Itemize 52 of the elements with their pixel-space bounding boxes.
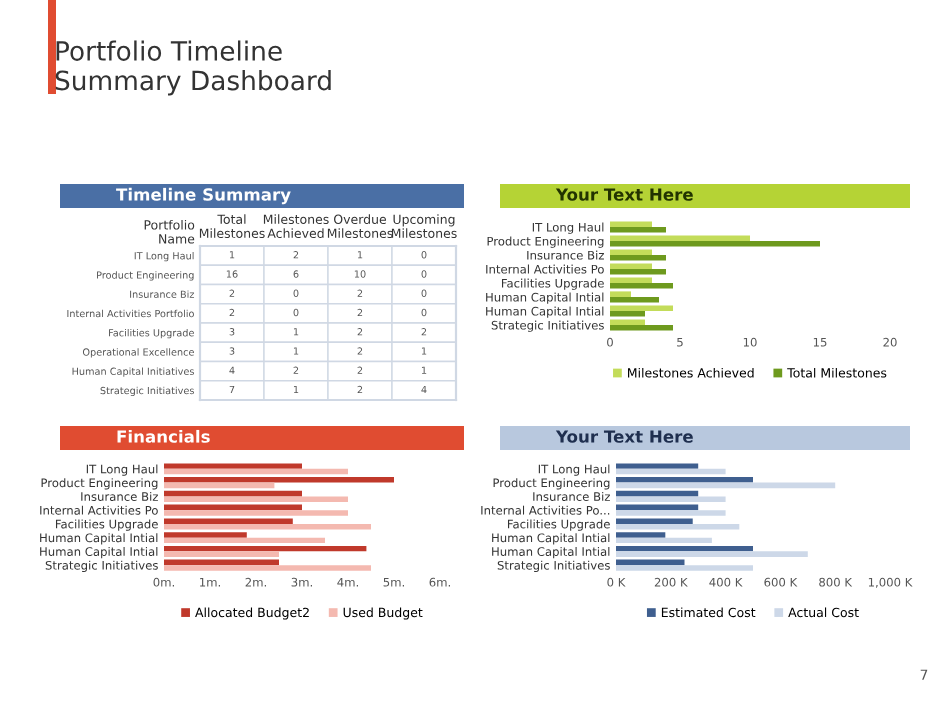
bar [610, 319, 645, 325]
bar [616, 496, 726, 502]
bar [164, 523, 371, 530]
bar [164, 559, 279, 566]
chart-title: Financials [117, 429, 210, 443]
bar [616, 551, 808, 557]
bar [164, 463, 302, 469]
bar [616, 482, 836, 489]
bar [616, 537, 712, 544]
bar [164, 482, 275, 489]
bar [616, 504, 699, 511]
bar [610, 221, 652, 227]
bar [616, 510, 726, 516]
bar [164, 565, 371, 571]
bar [616, 545, 753, 552]
bar [610, 291, 631, 297]
bar [610, 305, 673, 311]
bar [610, 263, 652, 269]
chart-title: Your Text Here [555, 430, 693, 443]
bar [164, 545, 367, 552]
bar [610, 269, 666, 275]
bar [616, 490, 699, 497]
chart-title: Timeline Summary [116, 187, 291, 205]
bar [616, 518, 693, 524]
bar [610, 241, 820, 247]
bar [616, 523, 740, 530]
bar [610, 249, 652, 255]
bar [610, 277, 652, 283]
bar [164, 468, 348, 475]
bar [610, 297, 659, 303]
bar [610, 255, 666, 261]
bar [164, 510, 348, 516]
bar [610, 311, 645, 317]
bar [164, 477, 394, 483]
bar [616, 565, 753, 571]
bar [164, 518, 293, 524]
bar [164, 504, 302, 511]
bar [164, 551, 279, 557]
chart-title: Your Text Here [555, 188, 693, 201]
bar [616, 463, 699, 469]
bar [610, 227, 666, 233]
bar [610, 283, 673, 289]
bar [616, 477, 753, 483]
bar [616, 532, 666, 538]
bar [616, 559, 685, 566]
bar [610, 235, 750, 241]
bar [164, 496, 348, 502]
bar [164, 532, 247, 538]
bar [610, 325, 673, 331]
bar [164, 537, 325, 544]
bar [616, 468, 726, 475]
bar [164, 490, 302, 497]
